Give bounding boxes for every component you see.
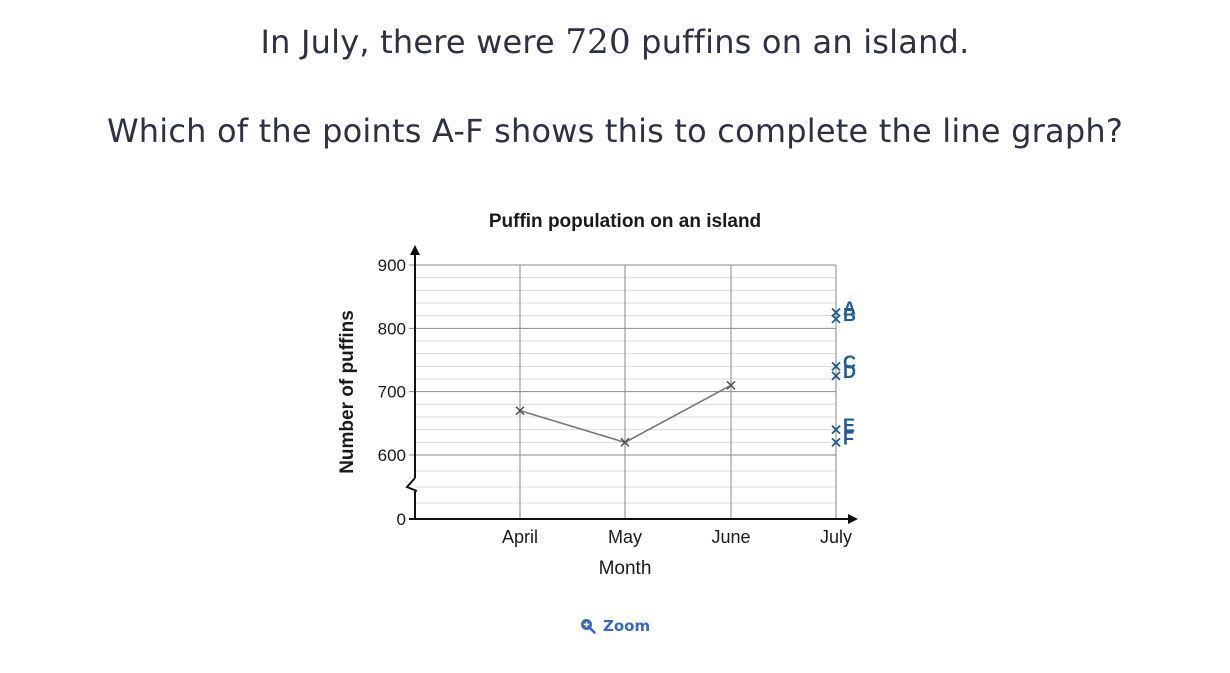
option-marker xyxy=(831,361,841,371)
question-line-2: Which of the points A-F shows this to co… xyxy=(106,112,1124,150)
zoom-label: Zoom xyxy=(603,617,651,635)
y-tick-label: 900 xyxy=(378,256,406,275)
question-line-1: In July, there were 720 puffins on an is… xyxy=(0,22,1230,62)
y-tick-label: 0 xyxy=(397,510,406,529)
option-label-a: A xyxy=(843,299,856,319)
option-label-e: E xyxy=(843,416,855,436)
line-chart: Puffin population on an island 0 600 700 800… xyxy=(337,211,858,579)
y-tick-label: 600 xyxy=(378,446,406,465)
y-axis-title: Number of puffins xyxy=(337,310,358,474)
option-label-c: C xyxy=(843,352,856,372)
option-marker xyxy=(831,425,841,435)
question-text-after: puffins on an island. xyxy=(630,23,970,61)
x-tick-label: April xyxy=(502,527,538,547)
option-marker xyxy=(831,437,841,447)
x-tick-label: May xyxy=(608,527,642,547)
y-axis-arrow xyxy=(410,245,420,255)
option-label-b: B xyxy=(843,305,856,325)
data-point-marker xyxy=(726,380,736,390)
x-axis-title: Month xyxy=(599,558,652,579)
data-point-marker xyxy=(515,406,525,416)
y-tick-label: 700 xyxy=(378,383,406,402)
axis-break-mark xyxy=(405,477,418,492)
option-label-f: F xyxy=(843,428,854,448)
question-number: 720 xyxy=(565,22,631,62)
x-tick-label: July xyxy=(820,527,852,547)
zoom-icon xyxy=(580,618,596,634)
zoom-button[interactable]: Zoom xyxy=(580,617,650,635)
y-tick-label: 800 xyxy=(378,319,406,338)
option-label-d: D xyxy=(843,362,856,382)
option-marker xyxy=(831,314,841,324)
chart-title: Puffin population on an island xyxy=(489,211,761,232)
question-text-before: In July, there were xyxy=(260,23,566,61)
data-point-marker xyxy=(620,437,630,447)
x-axis-arrow xyxy=(848,514,858,524)
x-tick-label: June xyxy=(711,527,750,547)
option-marker xyxy=(831,371,841,381)
